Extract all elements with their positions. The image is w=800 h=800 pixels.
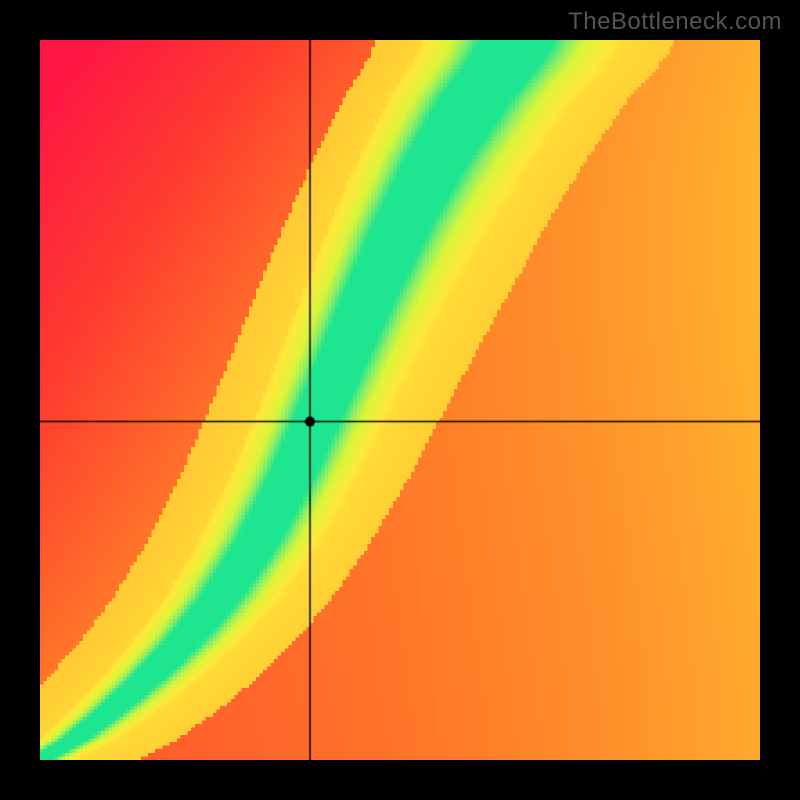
crosshair-overlay (40, 40, 760, 760)
watermark-text: TheBottleneck.com (568, 8, 782, 36)
